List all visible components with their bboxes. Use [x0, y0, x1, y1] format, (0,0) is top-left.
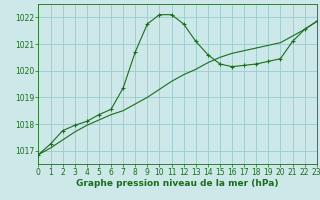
X-axis label: Graphe pression niveau de la mer (hPa): Graphe pression niveau de la mer (hPa): [76, 179, 279, 188]
